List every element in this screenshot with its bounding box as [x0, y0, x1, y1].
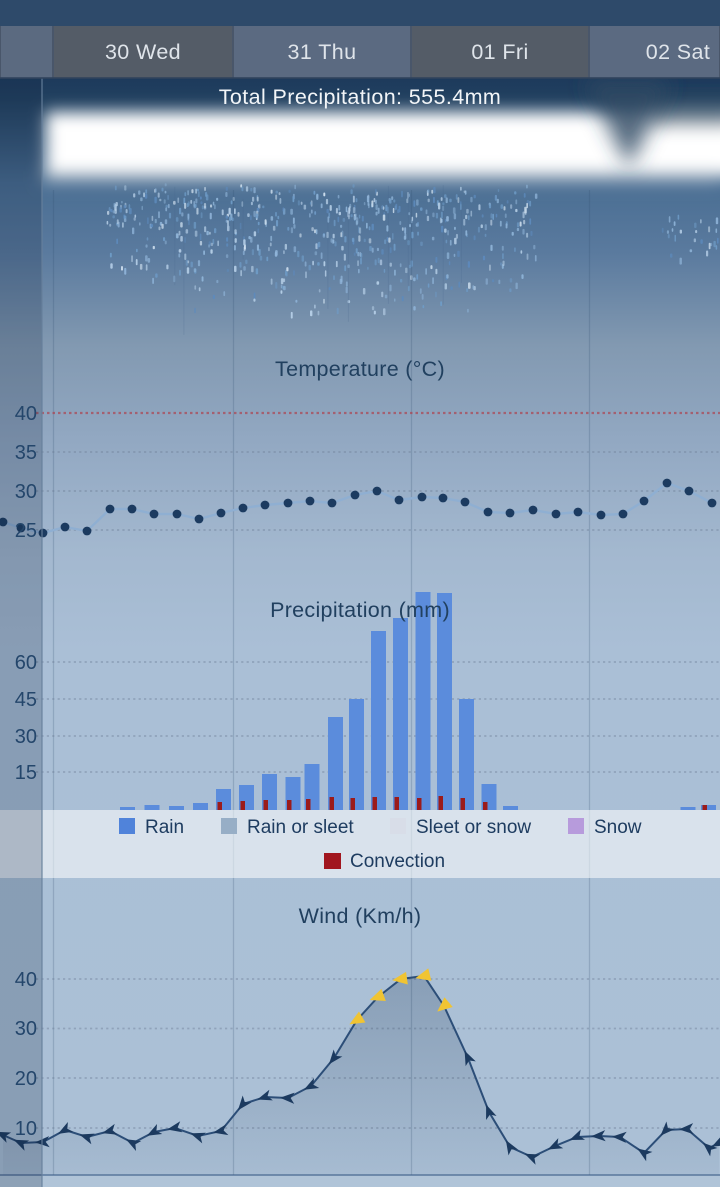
svg-text:Wind (Km/h): Wind (Km/h) — [299, 904, 422, 928]
svg-text:45: 45 — [15, 689, 37, 711]
svg-text:31 Thu: 31 Thu — [288, 40, 357, 64]
svg-text:35: 35 — [15, 442, 37, 464]
svg-text:Sleet or snow: Sleet or snow — [416, 817, 531, 838]
svg-text:10: 10 — [15, 1118, 37, 1140]
svg-text:30: 30 — [15, 1018, 37, 1040]
svg-text:25: 25 — [15, 520, 37, 542]
svg-text:Total Precipitation: 555.4mm: Total Precipitation: 555.4mm — [219, 85, 501, 109]
svg-text:Rain or sleet: Rain or sleet — [247, 817, 354, 838]
svg-text:Rain: Rain — [145, 817, 184, 838]
svg-text:01 Fri: 01 Fri — [471, 40, 528, 64]
svg-text:Temperature (°C): Temperature (°C) — [275, 357, 445, 381]
svg-text:Convection: Convection — [350, 851, 445, 872]
svg-text:02 Sat: 02 Sat — [646, 40, 711, 64]
svg-text:Precipitation (mm): Precipitation (mm) — [270, 598, 450, 622]
svg-text:40: 40 — [15, 403, 37, 425]
svg-text:30: 30 — [15, 726, 37, 748]
svg-text:60: 60 — [15, 652, 37, 674]
svg-text:Snow: Snow — [594, 817, 642, 838]
svg-text:30 Wed: 30 Wed — [105, 40, 181, 64]
svg-text:30: 30 — [15, 481, 37, 503]
svg-text:40: 40 — [15, 969, 37, 991]
svg-text:15: 15 — [15, 762, 37, 784]
svg-text:20: 20 — [15, 1068, 37, 1090]
